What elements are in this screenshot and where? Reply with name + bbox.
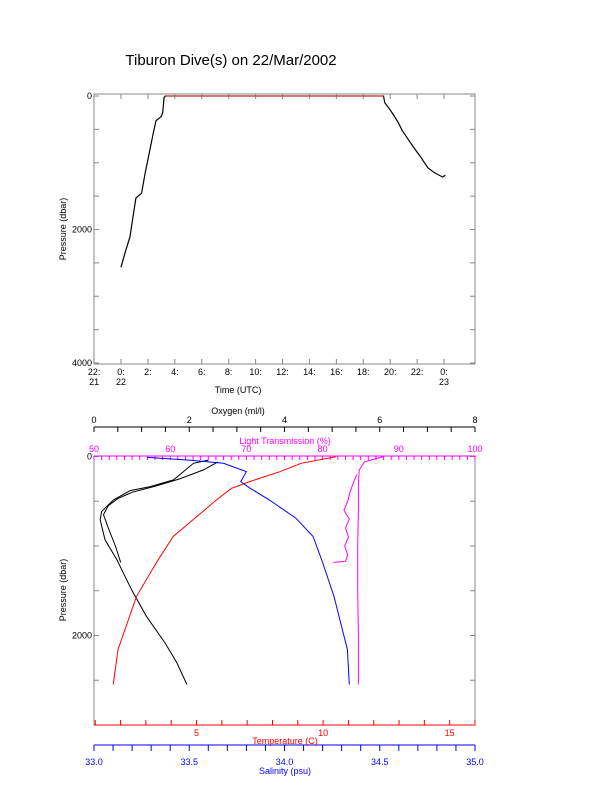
series-temperature-line (112, 456, 336, 685)
temperature-tick-label: 15 (445, 728, 455, 738)
y-axis-label-pressure-top: Pressure (dbar) (58, 198, 68, 261)
temperature-axis-label: Temperature (C) (252, 736, 318, 746)
salinity-tick-label: 35.0 (466, 757, 484, 767)
oxygen-axis-label: Oxygen (ml/l) (211, 406, 265, 416)
y-tick-label: 4000 (72, 358, 92, 368)
profile-plot: 0 2000 0 2 4 6 8 50 60 70 80 90 100 5 10 15 33.0 33.5 34.0… (58, 406, 484, 776)
light-tick-label: 100 (467, 444, 482, 454)
light-tick-label: 50 (89, 444, 99, 454)
series-oxygen-line (99, 459, 209, 685)
x-tick-label: 14: (303, 367, 316, 377)
temperature-tick-label: 5 (194, 728, 199, 738)
y-tick-label: 2000 (72, 631, 92, 641)
top-series (120, 95, 446, 268)
y-tick-label: 0 (87, 91, 92, 101)
x-tick-label: 0: (117, 367, 125, 377)
x-tick-label-day: 21 (89, 377, 99, 387)
x-tick-label: 22: (411, 367, 424, 377)
bottom-axes-ticks: 0 2000 0 2 4 6 8 50 60 70 80 90 100 5 10 15 33.0 33.5 34.0… (72, 415, 484, 767)
oxygen-tick-label: 0 (91, 415, 96, 425)
x-tick-label: 12: (276, 367, 289, 377)
oxygen-tick-label: 4 (282, 415, 287, 425)
oxygen-tick-label: 6 (377, 415, 382, 425)
light-tick-label: 90 (394, 444, 404, 454)
salinity-tick-label: 33.5 (180, 757, 198, 767)
y-axis-label-pressure-bottom: Pressure (dbar) (58, 559, 68, 622)
salinity-axis-label: Salinity (psu) (259, 766, 311, 776)
bottom-series (99, 456, 384, 685)
x-tick-label: 4: (171, 367, 179, 377)
series-light-transmission-line (357, 456, 384, 685)
light-transmission-axis-label: Light Transmission (%) (239, 436, 331, 446)
x-tick-label: 16: (330, 367, 343, 377)
x-tick-label: 10: (249, 367, 262, 377)
light-tick-label: 70 (241, 444, 251, 454)
x-tick-label: 6: (198, 367, 206, 377)
x-tick-label: 2: (144, 367, 152, 377)
series-oxygen-upcast-line (102, 461, 219, 563)
x-tick-label: 20: (384, 367, 397, 377)
salinity-tick-label: 34.5 (371, 757, 389, 767)
plot-frame-top (93, 93, 476, 365)
chart-title: Tiburon Dive(s) on 22/Mar/2002 (125, 52, 336, 69)
x-tick-label: 22: (88, 367, 101, 377)
top-axes-ticks: 22:210:222: 4: 6: 8: 10: 12: 14: 16: 18: 20: 22: 0:… (72, 91, 475, 387)
salinity-tick-label: 33.0 (85, 757, 103, 767)
x-tick-label-day: 22 (116, 377, 126, 387)
oxygen-tick-label: 2 (187, 415, 192, 425)
oxygen-tick-label: 8 (472, 415, 477, 425)
series-salinity-line (147, 456, 350, 685)
time-pressure-plot: 22:210:222: 4: 6: 8: 10: 12: 14: 16: 18: 20: 22: 0:… (58, 91, 476, 395)
x-tick-label: 8: (225, 367, 233, 377)
plot-frame-bottom (93, 455, 476, 726)
salinity-tick-label: 34.0 (276, 757, 294, 767)
temperature-tick-label: 10 (318, 728, 328, 738)
x-tick-label: 0: (440, 367, 448, 377)
series-light-transmission-upcast-line (333, 474, 358, 563)
y-tick-label: 0 (87, 452, 92, 462)
series-dive-line (120, 95, 446, 268)
x-axis-label-time: Time (UTC) (215, 385, 262, 395)
x-tick-label-day: 23 (439, 377, 449, 387)
light-tick-label: 60 (165, 444, 175, 454)
x-tick-label: 18: (357, 367, 370, 377)
y-tick-label: 2000 (72, 225, 92, 235)
light-tick-label: 80 (318, 444, 328, 454)
